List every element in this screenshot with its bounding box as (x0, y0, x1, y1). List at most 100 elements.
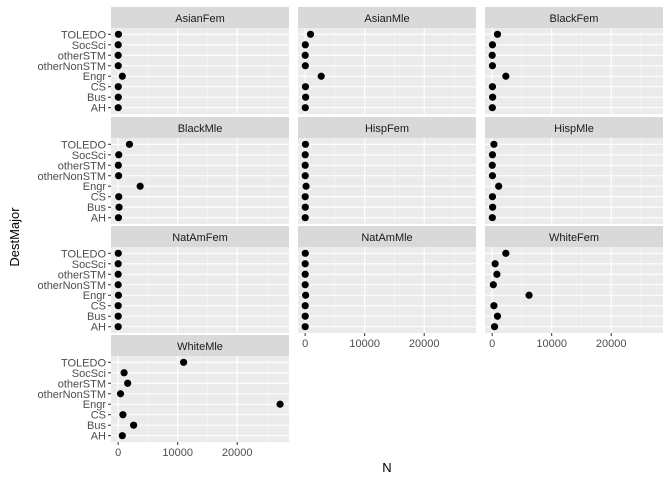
data-point-TOLEDO (180, 358, 188, 366)
data-point-CS (488, 193, 497, 201)
data-point-TOLEDO (301, 140, 310, 148)
data-point-TOLEDO (490, 140, 498, 148)
y-tick-label: CS (91, 410, 106, 422)
y-tick-label: AH (91, 322, 106, 334)
x-tick-label: 0 (302, 338, 308, 350)
y-tick-label: Engr (83, 181, 107, 193)
strip-label: HispMle (554, 123, 594, 135)
data-point-CS (488, 83, 497, 91)
strip-background (298, 117, 476, 138)
y-tick-label: Bus (87, 311, 106, 323)
data-point-AH (114, 323, 122, 331)
data-point-CS (490, 302, 498, 310)
data-point-AH (301, 214, 309, 222)
data-point-SocSci (488, 41, 497, 49)
facet-BlackMle: BlackMle TOLEDOSocSciotherSTMotherNonSTME… (38, 117, 289, 225)
facet-WhiteFem: WhiteFem 0 10000 20000 (485, 226, 663, 350)
data-point-AH (301, 104, 309, 112)
y-tick-label: Bus (87, 92, 106, 104)
strip-label: NatAmFem (172, 232, 228, 244)
facet-NatAmMle: NatAmMle 0 10000 20000 (298, 226, 476, 350)
data-point-SocSci (488, 151, 497, 159)
facet-AsianFem: AsianFem TOLEDOSocSciotherSTMotherNonSTME… (38, 7, 289, 115)
data-point-SocSci (120, 369, 128, 377)
y-tick-label: SocSci (72, 150, 106, 162)
y-tick-label: Bus (87, 420, 106, 432)
strip-background (298, 226, 476, 247)
x-tick-label: 20000 (222, 447, 253, 459)
strip-background (111, 226, 289, 247)
data-point-SocSci (301, 151, 309, 159)
data-point-Engr (136, 182, 144, 190)
facet-BlackFem: BlackFem (485, 7, 663, 114)
y-tick-label: otherNonSTM (38, 389, 106, 401)
data-point-otherSTM (301, 51, 309, 59)
data-point-otherNonSTM (488, 172, 497, 180)
panel-background (111, 138, 289, 224)
data-point-otherSTM (114, 270, 122, 278)
data-point-CS (114, 83, 122, 91)
data-point-SocSci (301, 260, 309, 268)
y-tick-label: SocSci (72, 259, 106, 271)
data-point-SocSci (115, 151, 123, 159)
y-tick-label: otherSTM (58, 50, 106, 62)
data-point-otherNonSTM (114, 62, 122, 70)
data-point-otherSTM (124, 379, 132, 387)
y-tick-label: Engr (83, 290, 107, 302)
data-point-Bus (130, 421, 138, 429)
panel-background (298, 138, 476, 224)
panel-background (485, 247, 663, 333)
x-tick-label: 0 (115, 447, 121, 459)
strip-label: HispFem (365, 123, 409, 135)
data-point-otherNonSTM (114, 281, 122, 289)
x-tick-label: 10000 (349, 338, 380, 350)
facet-NatAmFem: NatAmFem TOLEDOSocSciotherSTMotherNonSTME… (38, 226, 289, 334)
data-point-SocSci (301, 41, 309, 49)
data-point-AH (118, 432, 126, 440)
y-tick-label: SocSci (72, 40, 106, 52)
data-point-otherNonSTM (301, 172, 309, 180)
strip-background (111, 117, 289, 138)
data-point-otherNonSTM (301, 62, 309, 70)
x-tick-label: 0 (489, 338, 495, 350)
y-tick-label: otherSTM (58, 269, 106, 281)
data-point-Engr (502, 72, 510, 80)
data-point-SocSci (114, 260, 122, 268)
y-tick-label: otherSTM (58, 160, 106, 172)
data-point-AH (114, 104, 122, 112)
strip-label: BlackFem (550, 13, 599, 25)
y-tick-label: Bus (87, 202, 106, 214)
data-point-otherSTM (301, 161, 309, 169)
data-point-otherSTM (493, 270, 501, 278)
data-point-TOLEDO (114, 249, 122, 257)
data-point-CS (114, 302, 122, 310)
x-tick-label: 10000 (536, 338, 567, 350)
data-point-otherNonSTM (115, 172, 123, 180)
data-point-otherNonSTM (488, 62, 497, 70)
y-axis-title: DestMajor (7, 207, 22, 267)
data-point-AH (488, 214, 496, 222)
panel-background (485, 138, 663, 224)
data-point-AH (114, 214, 123, 222)
data-point-otherSTM (301, 270, 309, 278)
panel-background (111, 356, 289, 442)
data-point-AH (301, 323, 309, 331)
y-tick-label: CS (91, 301, 106, 313)
x-axis-title: N (382, 460, 391, 475)
y-tick-label: otherSTM (58, 378, 106, 390)
y-tick-label: TOLEDO (61, 139, 106, 151)
data-point-TOLEDO (306, 30, 315, 38)
strip-label: AsianFem (175, 13, 225, 25)
y-tick-label: otherNonSTM (38, 171, 106, 183)
data-point-Bus (302, 93, 310, 101)
data-point-Engr (317, 72, 325, 80)
y-tick-label: CS (91, 82, 106, 94)
data-point-otherNonSTM (116, 390, 125, 398)
data-point-Bus (114, 312, 122, 320)
y-tick-label: TOLEDO (61, 29, 106, 41)
data-point-CS (301, 83, 310, 91)
data-point-SocSci (114, 41, 122, 49)
data-point-Engr (302, 182, 310, 190)
y-tick-label: otherNonSTM (38, 61, 106, 73)
